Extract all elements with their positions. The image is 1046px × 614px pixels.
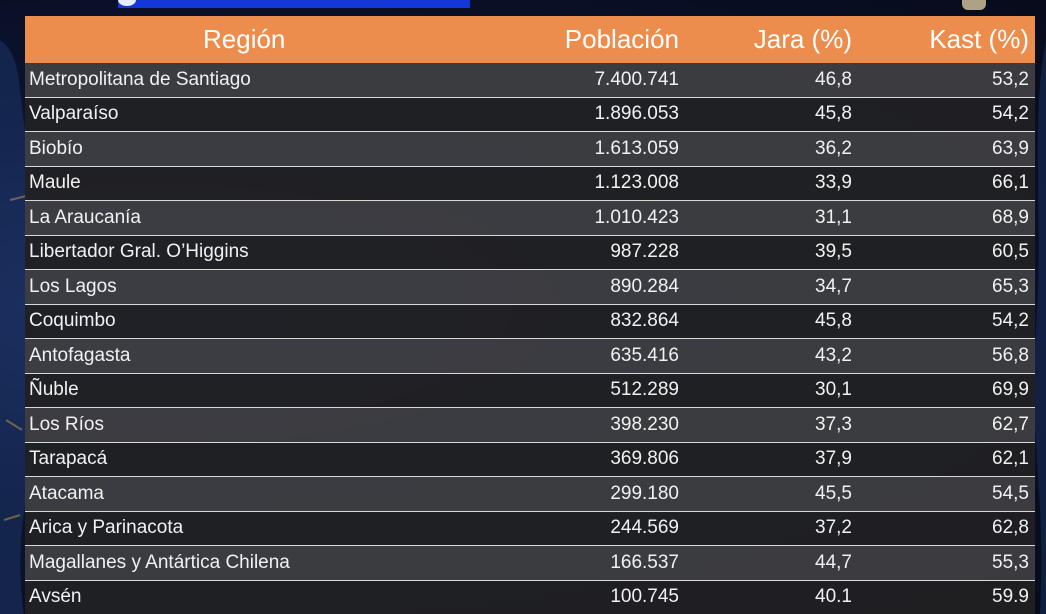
table-row: Arica y Parinacota 244.569 37,2 62,8 [25, 511, 1035, 546]
cell-region: Biobío [29, 137, 83, 159]
cell-jara: 46,8 [815, 68, 852, 90]
cell-population: 832.864 [610, 310, 679, 332]
table-row: Atacama 299.180 45,5 54,5 [25, 477, 1035, 512]
cell-region: Atacama [29, 482, 104, 504]
cell-jara: 31,1 [815, 206, 852, 228]
cell-kast: 53,2 [992, 68, 1029, 90]
cell-jara: 39,5 [815, 241, 852, 263]
cell-kast: 60,5 [992, 241, 1029, 263]
cell-jara: 37,9 [815, 448, 852, 470]
cell-jara: 45,5 [815, 482, 852, 504]
cell-population: 100.745 [610, 586, 679, 608]
header-population: Población [564, 24, 679, 54]
cell-kast: 65,3 [992, 275, 1029, 297]
table-row: Coquimbo 832.864 45,8 54,2 [25, 304, 1035, 339]
cell-population: 890.284 [610, 275, 679, 297]
cell-region: Ñuble [29, 379, 79, 401]
cell-jara: 45,8 [815, 103, 852, 125]
cell-region: Los Ríos [29, 413, 104, 435]
cell-region: Coquimbo [29, 310, 116, 332]
cell-kast: 63,9 [992, 137, 1029, 159]
cell-region: Libertador Gral. O’Higgins [29, 241, 249, 263]
cell-region: Antofagasta [29, 344, 131, 366]
cell-population: 1.123.008 [594, 172, 679, 194]
cell-region: Tarapacá [29, 448, 108, 470]
cell-region: Arica y Parinacota [29, 517, 184, 539]
table-row: Metropolitana de Santiago 7.400.741 46,8 53… [25, 63, 1035, 98]
table-row: La Araucanía 1.010.423 31,1 68,9 [25, 201, 1035, 236]
cell-kast: 62,1 [992, 448, 1029, 470]
cell-jara: 37,2 [815, 517, 852, 539]
table-row: Los Ríos 398.230 37,3 62,7 [25, 408, 1035, 443]
table-row: Avsén 100.745 40.1 59.9 [25, 580, 1035, 614]
cell-jara: 45,8 [815, 310, 852, 332]
cell-kast: 62,8 [992, 517, 1029, 539]
cell-population: 369.806 [610, 448, 679, 470]
cell-kast: 54,2 [992, 310, 1029, 332]
cell-population: 166.537 [610, 551, 679, 573]
cell-jara: 34,7 [815, 275, 852, 297]
table-row: Tarapacá 369.806 37,9 62,1 [25, 442, 1035, 477]
cell-jara: 30,1 [815, 379, 852, 401]
cell-population: 512.289 [610, 379, 679, 401]
header-kast: Kast (%) [929, 24, 1029, 54]
table-row: Magallanes y Antártica Chilena 166.537 44,… [25, 546, 1035, 581]
cell-kast: 54,2 [992, 103, 1029, 125]
table-row: Maule 1.123.008 33,9 66,1 [25, 166, 1035, 201]
cell-region: Avsén [29, 586, 82, 608]
cell-kast: 68,9 [992, 206, 1029, 228]
cell-population: 299.180 [610, 482, 679, 504]
header-jara: Jara (%) [753, 24, 852, 54]
cell-region: Magallanes y Antártica Chilena [29, 551, 290, 573]
cell-kast: 55,3 [992, 551, 1029, 573]
cell-kast: 62,7 [992, 413, 1029, 435]
banner-logo [118, 0, 136, 6]
cell-kast: 59.9 [992, 586, 1029, 608]
cell-region: Metropolitana de Santiago [29, 68, 251, 90]
cell-kast: 69,9 [992, 379, 1029, 401]
cell-population: 1.613.059 [594, 137, 679, 159]
cell-population: 1.010.423 [594, 206, 679, 228]
cell-kast: 54,5 [992, 482, 1029, 504]
cell-jara: 43,2 [815, 344, 852, 366]
cell-population: 635.416 [610, 344, 679, 366]
cell-population: 398.230 [610, 413, 679, 435]
table-row: Antofagasta 635.416 43,2 56,8 [25, 339, 1035, 374]
cell-population: 244.569 [610, 517, 679, 539]
cell-region: La Araucanía [29, 206, 141, 228]
cell-jara: 33,9 [815, 172, 852, 194]
cell-region: Los Lagos [29, 275, 117, 297]
results-table: Región Población Jara (%) Kast (%) Metro… [25, 16, 1035, 614]
table-row: Libertador Gral. O’Higgins 987.228 39,5 60,… [25, 235, 1035, 270]
table-row: Ñuble 512.289 30,1 69,9 [25, 373, 1035, 408]
cell-jara: 44,7 [815, 551, 852, 573]
table-body: Metropolitana de Santiago 7.400.741 46,8 53… [25, 63, 1035, 614]
table-header: Región Población Jara (%) Kast (%) [25, 16, 1035, 63]
table-row: Valparaíso 1.896.053 45,8 54,2 [25, 97, 1035, 132]
cell-population: 1.896.053 [594, 103, 679, 125]
cell-jara: 37,3 [815, 413, 852, 435]
top-right-light [962, 0, 986, 10]
cell-kast: 56,8 [992, 344, 1029, 366]
table-row: Los Lagos 890.284 34,7 65,3 [25, 270, 1035, 305]
cell-population: 987.228 [610, 241, 679, 263]
table-row: Biobío 1.613.059 36,2 63,9 [25, 132, 1035, 167]
header-region: Región [203, 24, 286, 54]
cell-region: Valparaíso [29, 103, 119, 125]
cell-jara: 36,2 [815, 137, 852, 159]
cell-population: 7.400.741 [594, 68, 679, 90]
cell-region: Maule [29, 172, 81, 194]
cell-jara: 40.1 [815, 586, 852, 608]
cell-kast: 66,1 [992, 172, 1029, 194]
top-banner [118, 0, 470, 8]
